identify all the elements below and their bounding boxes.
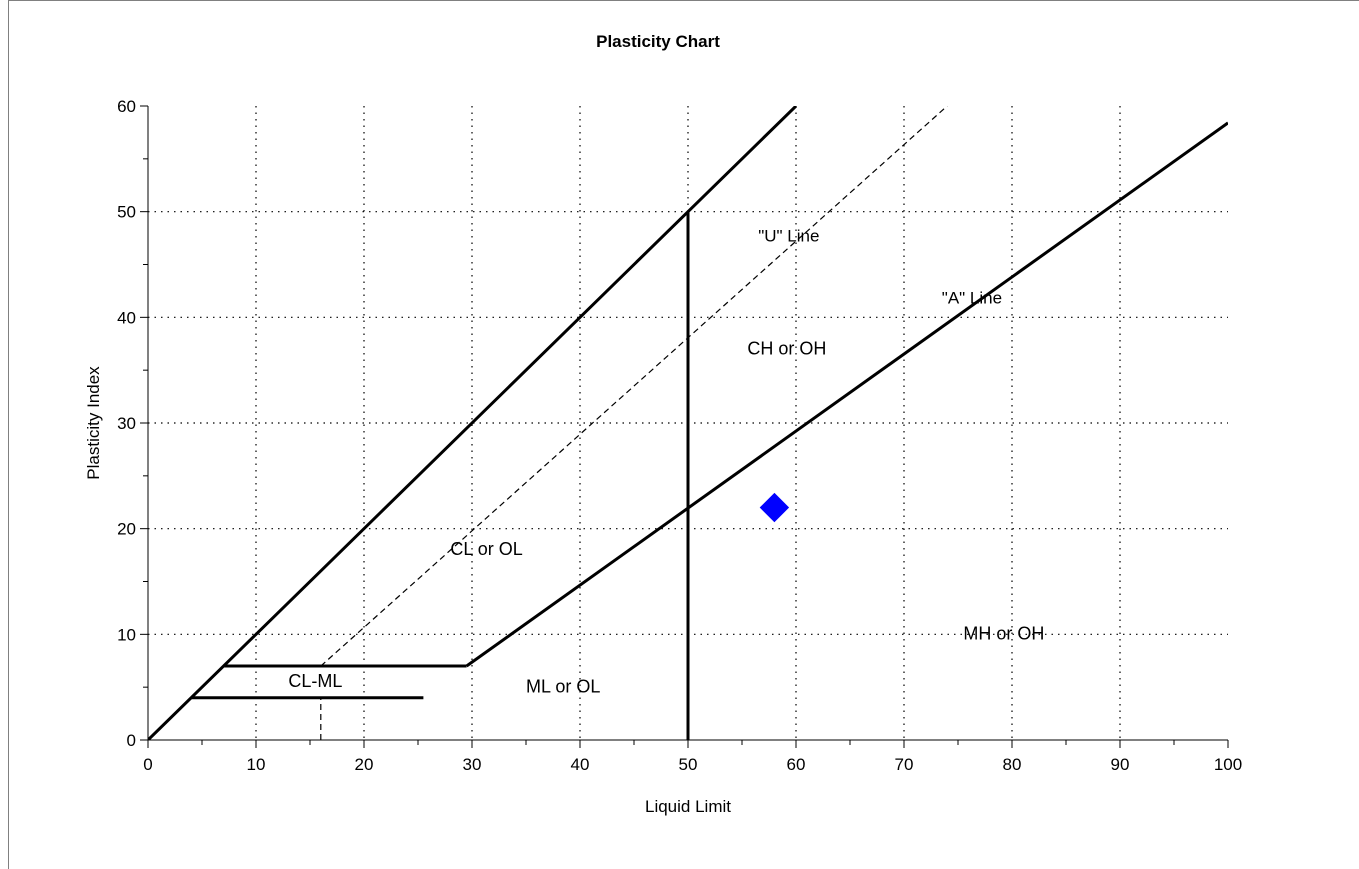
y-tick-label: 0 [127,731,136,750]
y-tick-label: 60 [117,97,136,116]
reference-line [320,106,948,667]
x-axis-label: Liquid Limit [645,797,731,816]
x-tick-label: 0 [143,755,152,774]
x-tick-label: 100 [1214,755,1242,774]
x-tick-label: 10 [247,755,266,774]
zone-label: CL-ML [288,671,342,691]
reference-line [465,121,1228,668]
line-label: "A" Line [942,289,1002,308]
y-tick-label: 50 [117,203,136,222]
y-tick-label: 20 [117,520,136,539]
zone-label: ML or OL [526,676,600,696]
line-label: "U" Line [758,226,819,245]
x-tick-label: 30 [463,755,482,774]
data-point [759,492,790,523]
y-axis-label: Plasticity Index [84,366,103,480]
chart-title: Plasticity Chart [596,32,720,51]
chart-frame [8,0,1359,869]
zone-label: MH or OH [963,624,1044,644]
y-tick-label: 10 [117,625,136,644]
x-tick-label: 50 [679,755,698,774]
zone-label: CH or OH [747,338,826,358]
zone-label: CL or OL [450,539,522,559]
x-tick-label: 40 [571,755,590,774]
y-tick-label: 40 [117,308,136,327]
y-tick-label: 30 [117,414,136,433]
x-tick-label: 80 [1003,755,1022,774]
x-tick-label: 70 [895,755,914,774]
x-tick-label: 90 [1111,755,1130,774]
x-tick-label: 20 [355,755,374,774]
x-tick-label: 60 [787,755,806,774]
reference-line [148,106,798,740]
